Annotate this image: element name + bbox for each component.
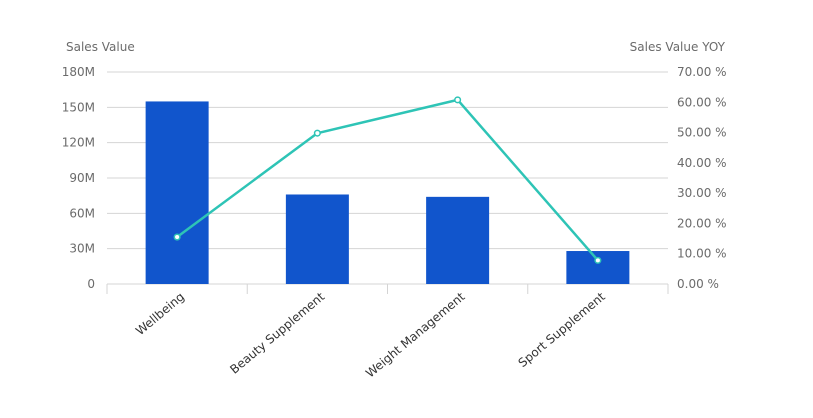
- category-axis: Wellbeing Beauty Supplement Weight Managem…: [106, 284, 669, 380]
- right-axis-ticks: 0.00 % 10.00 % 20.00 % 30.00 % 40.00 % 50.00 …: [677, 65, 727, 291]
- left-tick-label: 60M: [69, 206, 95, 220]
- category-label: Sport Supplement: [516, 289, 608, 370]
- right-tick-label: 30.00 %: [677, 186, 727, 200]
- left-tick-label: 120M: [62, 136, 95, 150]
- right-tick-label: 0.00 %: [677, 277, 719, 291]
- bar-series: [145, 101, 630, 284]
- right-tick-label: 10.00 %: [677, 247, 727, 261]
- line-series: [173, 96, 602, 264]
- left-tick-label: 150M: [62, 100, 95, 114]
- bar: [145, 101, 209, 284]
- left-axis-ticks: 0 30M 60M 90M 120M 150M 180M: [62, 65, 95, 291]
- line-point: [594, 256, 602, 264]
- left-tick-label: 0: [87, 277, 95, 291]
- right-axis-title: Sales Value YOY: [630, 40, 726, 54]
- left-tick-label: 90M: [69, 171, 95, 185]
- left-tick-label: 180M: [62, 65, 95, 79]
- bar: [566, 251, 630, 284]
- bar: [426, 196, 490, 284]
- right-tick-label: 50.00 %: [677, 126, 727, 140]
- right-tick-label: 40.00 %: [677, 156, 727, 170]
- yoy-line: [176, 98, 599, 262]
- left-tick-label: 30M: [69, 242, 95, 256]
- category-label: Beauty Supplement: [227, 289, 327, 376]
- category-label: Wellbeing: [133, 290, 187, 339]
- right-tick-label: 60.00 %: [677, 95, 727, 109]
- line-point: [173, 233, 181, 241]
- category-label: Weight Management: [363, 289, 468, 380]
- line-point: [454, 96, 462, 104]
- bar: [285, 194, 349, 284]
- right-tick-label: 70.00 %: [677, 65, 727, 79]
- line-point: [313, 129, 321, 137]
- right-tick-label: 20.00 %: [677, 216, 727, 230]
- left-axis-title: Sales Value: [66, 40, 135, 54]
